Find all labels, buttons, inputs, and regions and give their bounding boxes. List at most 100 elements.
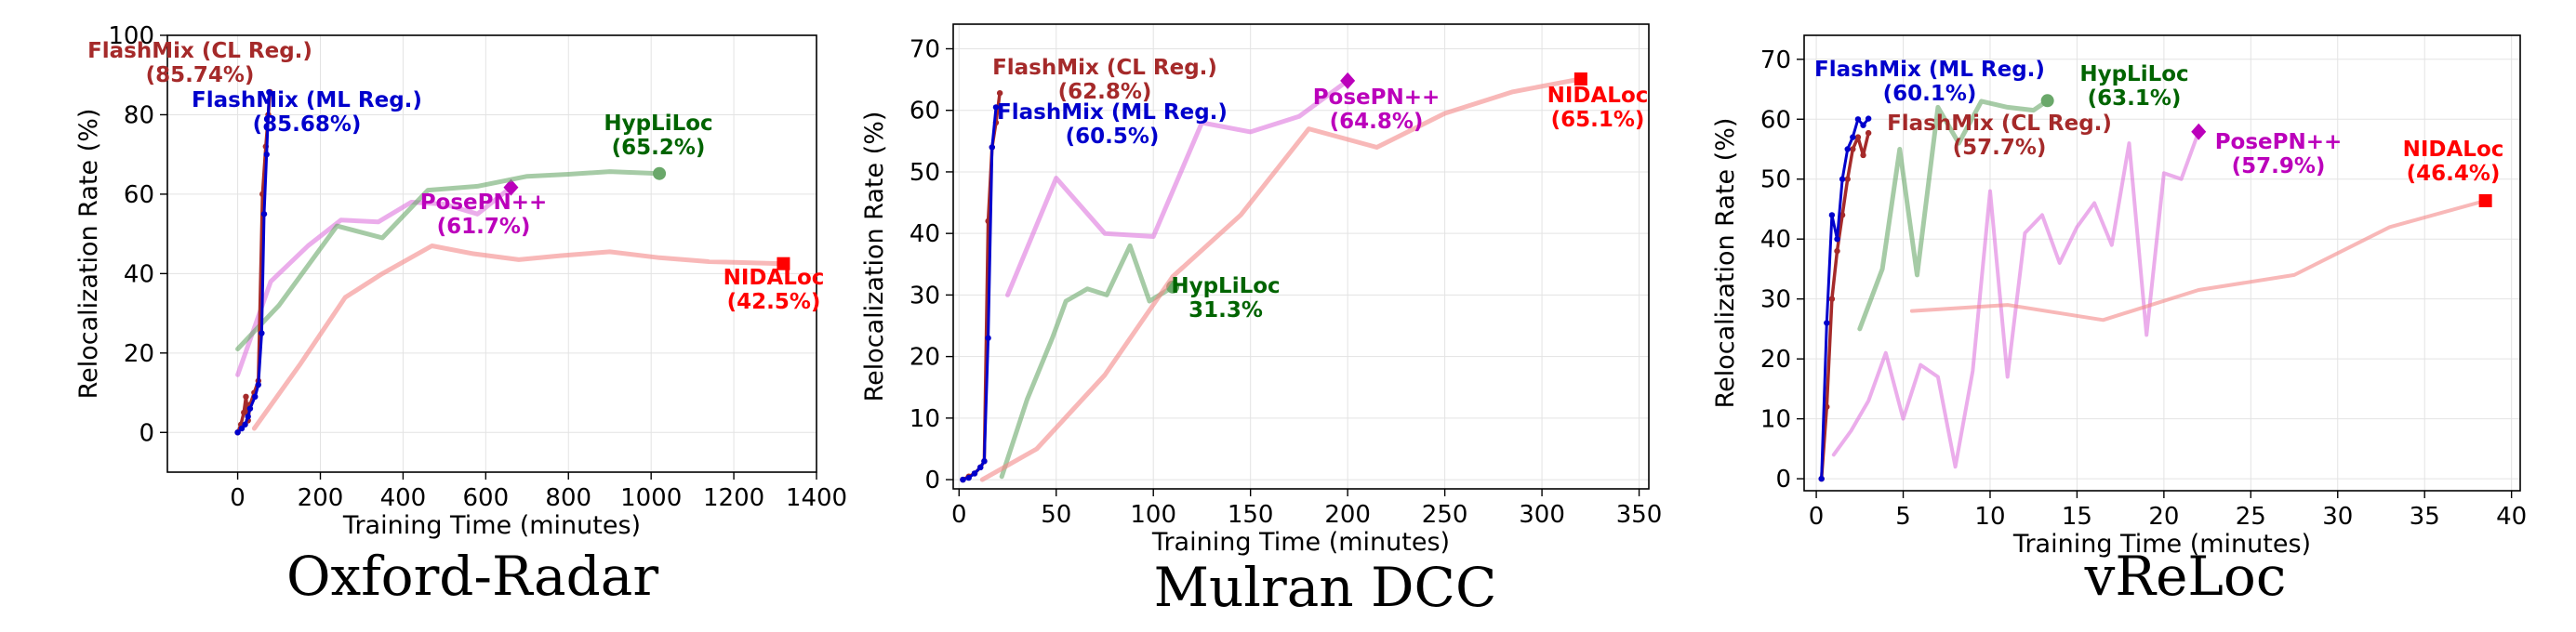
data-point (260, 211, 268, 217)
y-tick-label: 0 (924, 467, 940, 494)
data-point (252, 393, 259, 401)
series-line (999, 243, 1175, 480)
annotation-hypliloc-name: HypLiLoc (604, 112, 712, 136)
data-point (1834, 247, 1840, 255)
series-nidaloc (1909, 193, 2492, 323)
annotation-flashmix-cl-reg-value: (62.8%) (1058, 80, 1152, 104)
end-marker-circle (653, 166, 667, 180)
data-point (1824, 320, 1830, 326)
series-posepn (235, 178, 519, 377)
series-nidaloc (251, 244, 790, 431)
y-tick-label: 0 (139, 419, 154, 447)
y-axis-label: Relocalization Rate (%) (1711, 118, 1740, 409)
y-tick-label: 40 (124, 260, 154, 288)
series-line (979, 76, 1584, 482)
y-tick-label: 100 (108, 22, 154, 50)
data-point (1839, 176, 1846, 182)
x-tick-label: 15 (2062, 503, 2092, 531)
series-hypliloc (999, 243, 1180, 480)
y-axis-label: Relocalization Rate (%) (74, 109, 103, 400)
grid-lines (1804, 35, 2520, 491)
chart-panel-mulran-dcc: Mulran DCC 0 50 100 150 200 250 300 350 0 10 20 30 4… (860, 23, 1662, 619)
y-tick-label: 30 (910, 282, 940, 309)
data-point (1839, 212, 1846, 218)
annotation-posepn-name: PosePN++ (2215, 130, 2343, 154)
annotation-flashmix-cl-reg-name: FlashMix (CL Reg.) (87, 39, 312, 63)
end-marker-diamond (503, 178, 519, 196)
x-axis-label: Training Time (minutes) (342, 511, 641, 540)
x-tick-label: 0 (1809, 503, 1825, 531)
x-tick-label: 20 (2148, 503, 2179, 531)
y-tick-label: 60 (910, 98, 940, 125)
y-tick-label: 20 (910, 344, 940, 372)
x-tick-label: 600 (463, 484, 510, 512)
y-tick-label: 20 (1760, 346, 1791, 374)
annotation-nidaloc-value: (46.4%) (2407, 162, 2501, 186)
x-tick-label: 200 (298, 484, 344, 512)
y-tick-label: 20 (124, 340, 154, 368)
end-marker-circle (2040, 94, 2054, 108)
y-tick-label: 10 (1760, 406, 1791, 434)
data-point (266, 88, 272, 96)
x-tick-label: 800 (545, 484, 591, 512)
data-point (1860, 151, 1866, 159)
series-line (1857, 98, 2051, 332)
end-marker-square (2478, 193, 2492, 207)
end-marker-square (1573, 72, 1587, 86)
plot-area-frame (1803, 34, 2521, 492)
data-point (245, 413, 251, 420)
series-line (1820, 117, 1870, 481)
y-axis-label: Relocalization Rate (%) (860, 112, 889, 402)
series-nidaloc (979, 72, 1587, 482)
data-point (255, 381, 262, 388)
annotation-nidaloc-name: NIDALoc (1547, 84, 1649, 108)
x-tick-label: 10 (1974, 503, 2005, 531)
x-tick-label: 1400 (786, 484, 847, 512)
data-point (996, 89, 1003, 97)
series-line (235, 185, 513, 377)
x-tick-label: 100 (1130, 501, 1176, 529)
y-tick-label: 70 (1760, 46, 1791, 74)
y-tick-label: 0 (1775, 466, 1791, 494)
x-tick-label: 250 (1422, 501, 1468, 529)
panel-caption: Mulran DCC (1154, 556, 1497, 619)
end-marker-square (777, 257, 790, 270)
annotation-flashmix-ml-reg-value: (60.1%) (1883, 82, 1977, 106)
series-line (961, 105, 998, 481)
data-point (981, 457, 988, 465)
series-hypliloc (235, 166, 667, 351)
data-point (965, 474, 972, 481)
x-axis-label: Training Time (minutes) (2012, 530, 2311, 559)
annotation-flashmix-ml-reg-name: FlashMix (ML Reg.) (1814, 58, 2045, 82)
data-point (263, 151, 270, 158)
data-point (1865, 129, 1872, 137)
data-point (1860, 122, 1866, 128)
x-tick-label: 300 (1519, 501, 1565, 529)
annotation-posepn-value: (64.8%) (1330, 110, 1424, 134)
annotation-flashmix-ml-reg-value: (60.5%) (1066, 125, 1160, 149)
series-flashmix-ml-reg (960, 104, 1000, 483)
x-tick-label: 40 (2496, 503, 2527, 531)
data-point (1854, 116, 1862, 123)
data-point (992, 104, 1000, 111)
x-tick-label: 30 (2322, 503, 2353, 531)
data-point (989, 144, 995, 151)
data-point (1844, 176, 1851, 182)
y-tick-label: 50 (1760, 166, 1791, 194)
annotation-posepn-name: PosePN++ (420, 191, 548, 215)
series-flashmix-cl-reg (960, 89, 1003, 483)
data-point (960, 476, 966, 483)
series-line (1819, 131, 1870, 481)
series-line (1909, 198, 2488, 323)
data-point (985, 335, 991, 341)
x-tick-label: 35 (2410, 503, 2440, 531)
x-tick-label: 1000 (620, 484, 682, 512)
x-tick-label: 400 (380, 484, 427, 512)
annotation-flashmix-ml-reg-name: FlashMix (ML Reg.) (997, 100, 1228, 125)
annotation-posepn-value: (57.9%) (2232, 154, 2326, 178)
panel-caption: vReLoc (2084, 545, 2287, 608)
end-marker-diamond (1340, 72, 1356, 89)
y-tick-label: 60 (1760, 106, 1791, 134)
panel-caption: Oxford-Radar (286, 545, 658, 608)
